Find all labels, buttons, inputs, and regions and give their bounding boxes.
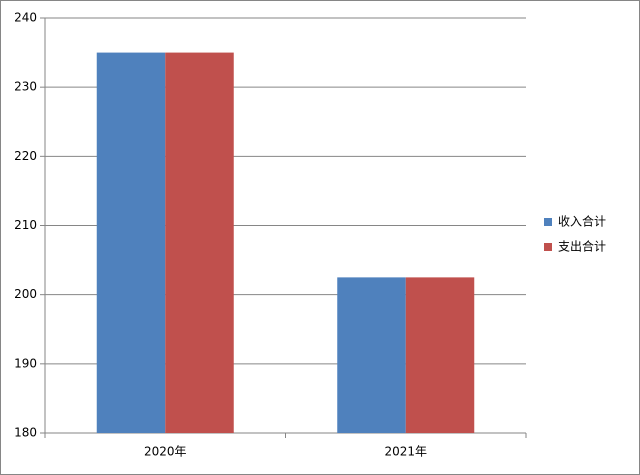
bar xyxy=(405,277,475,433)
bar xyxy=(165,52,234,433)
legend-label: 支出合计 xyxy=(558,239,606,254)
legend-swatch xyxy=(544,218,552,226)
y-tick-label: 210 xyxy=(14,218,37,232)
legend-swatch xyxy=(544,243,552,251)
y-tick-label: 220 xyxy=(14,149,37,163)
y-tick-label: 230 xyxy=(14,80,37,94)
bar xyxy=(96,52,166,433)
y-tick-label: 180 xyxy=(14,426,37,440)
bar xyxy=(337,277,406,433)
x-tick-label: 2021年 xyxy=(384,445,427,459)
legend-label: 收入合计 xyxy=(558,214,606,229)
y-tick-label: 240 xyxy=(14,11,37,25)
y-tick-label: 190 xyxy=(14,356,37,370)
y-tick-label: 200 xyxy=(14,287,37,301)
x-tick-label: 2020年 xyxy=(144,445,187,459)
